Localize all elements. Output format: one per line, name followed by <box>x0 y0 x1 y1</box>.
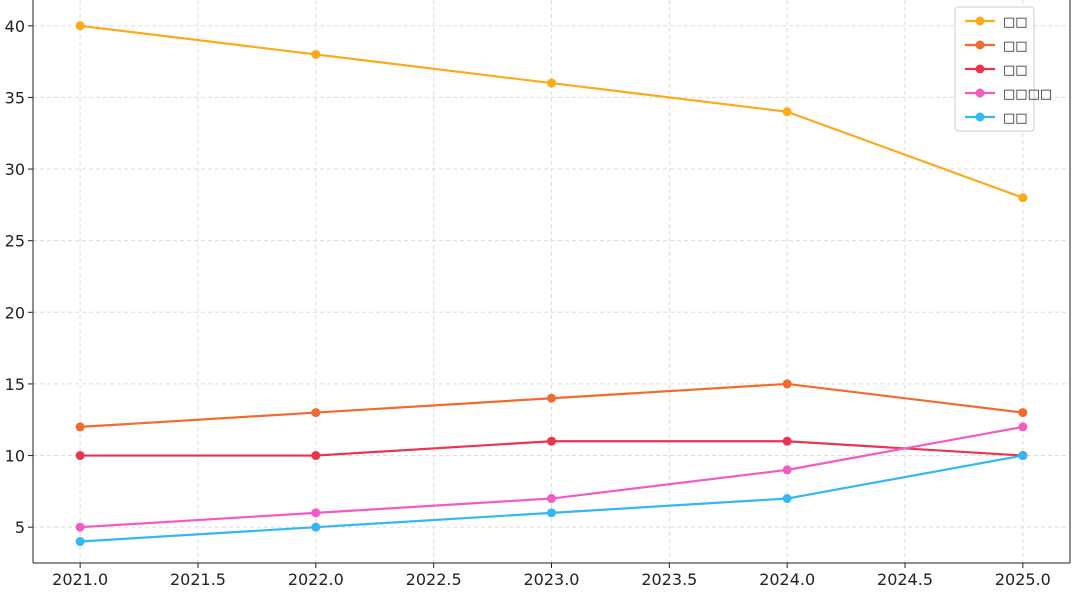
y-tick-label: 10 <box>5 447 25 466</box>
data-point <box>547 393 556 403</box>
data-point <box>75 21 85 31</box>
x-tick-label: 2021.5 <box>170 570 226 589</box>
series-5 <box>75 451 1028 547</box>
legend-item: □□ <box>965 15 1028 30</box>
series-1 <box>75 21 1028 203</box>
legend-label: □□ <box>1003 63 1028 78</box>
data-point <box>75 451 85 461</box>
data-point <box>782 379 792 389</box>
data-point <box>1018 451 1028 461</box>
data-point <box>311 508 321 518</box>
legend-label: □□□□ <box>1003 87 1052 102</box>
legend-item: □□□□ <box>965 87 1052 102</box>
legend-label: □□ <box>1003 39 1028 54</box>
data-point <box>1018 422 1028 432</box>
legend-item: □□ <box>965 39 1028 54</box>
grid <box>33 0 1070 563</box>
legend-swatch-marker <box>975 40 985 50</box>
data-point <box>75 422 85 432</box>
data-point <box>311 451 321 461</box>
data-point <box>782 494 792 504</box>
data-point <box>75 522 85 532</box>
legend-item: □□ <box>965 111 1028 126</box>
series-lines <box>75 21 1028 547</box>
legend-swatch-marker <box>975 64 985 74</box>
x-tick-label: 2023.5 <box>641 570 697 589</box>
legend: □□□□□□□□□□□□ <box>954 6 1052 132</box>
axes: 2021.0 2021.5 2022.0 2022.5 2023.0 2023.5 2024… <box>5 0 1071 589</box>
data-point <box>547 78 556 88</box>
data-point <box>782 436 792 446</box>
x-tick-label: 2025.0 <box>995 570 1051 589</box>
legend-swatch-marker <box>975 112 985 122</box>
y-tick-label: 30 <box>5 160 25 179</box>
data-point <box>782 107 792 117</box>
x-tick-label: 2024.0 <box>759 570 815 589</box>
series-4 <box>75 422 1028 532</box>
data-point <box>311 522 321 532</box>
legend-item: □□ <box>965 63 1028 78</box>
x-tick-label: 2022.5 <box>406 570 462 589</box>
data-point <box>1018 408 1028 418</box>
legend-swatch-marker <box>975 88 985 98</box>
series-2 <box>75 379 1028 432</box>
y-tick-label: 15 <box>5 375 25 394</box>
data-point <box>547 494 556 504</box>
y-tick-label: 25 <box>5 232 25 251</box>
x-tick-label: 2022.0 <box>288 570 344 589</box>
legend-label: □□ <box>1003 15 1028 30</box>
y-tick-label: 35 <box>5 88 25 107</box>
data-point <box>547 508 556 518</box>
x-tick-label: 2024.5 <box>877 570 933 589</box>
legend-swatch-marker <box>975 16 985 26</box>
data-point <box>782 465 792 475</box>
data-point <box>1018 193 1028 203</box>
y-tick-label: 40 <box>5 17 25 36</box>
data-point <box>547 436 556 446</box>
legend-label: □□ <box>1003 111 1028 126</box>
x-tick-label: 2023.0 <box>524 570 580 589</box>
data-point <box>311 408 321 418</box>
y-tick-label: 20 <box>5 303 25 322</box>
x-tick-label: 2021.0 <box>52 570 108 589</box>
data-point <box>75 537 85 547</box>
data-point <box>311 49 321 59</box>
y-tick-label: 5 <box>15 518 25 537</box>
